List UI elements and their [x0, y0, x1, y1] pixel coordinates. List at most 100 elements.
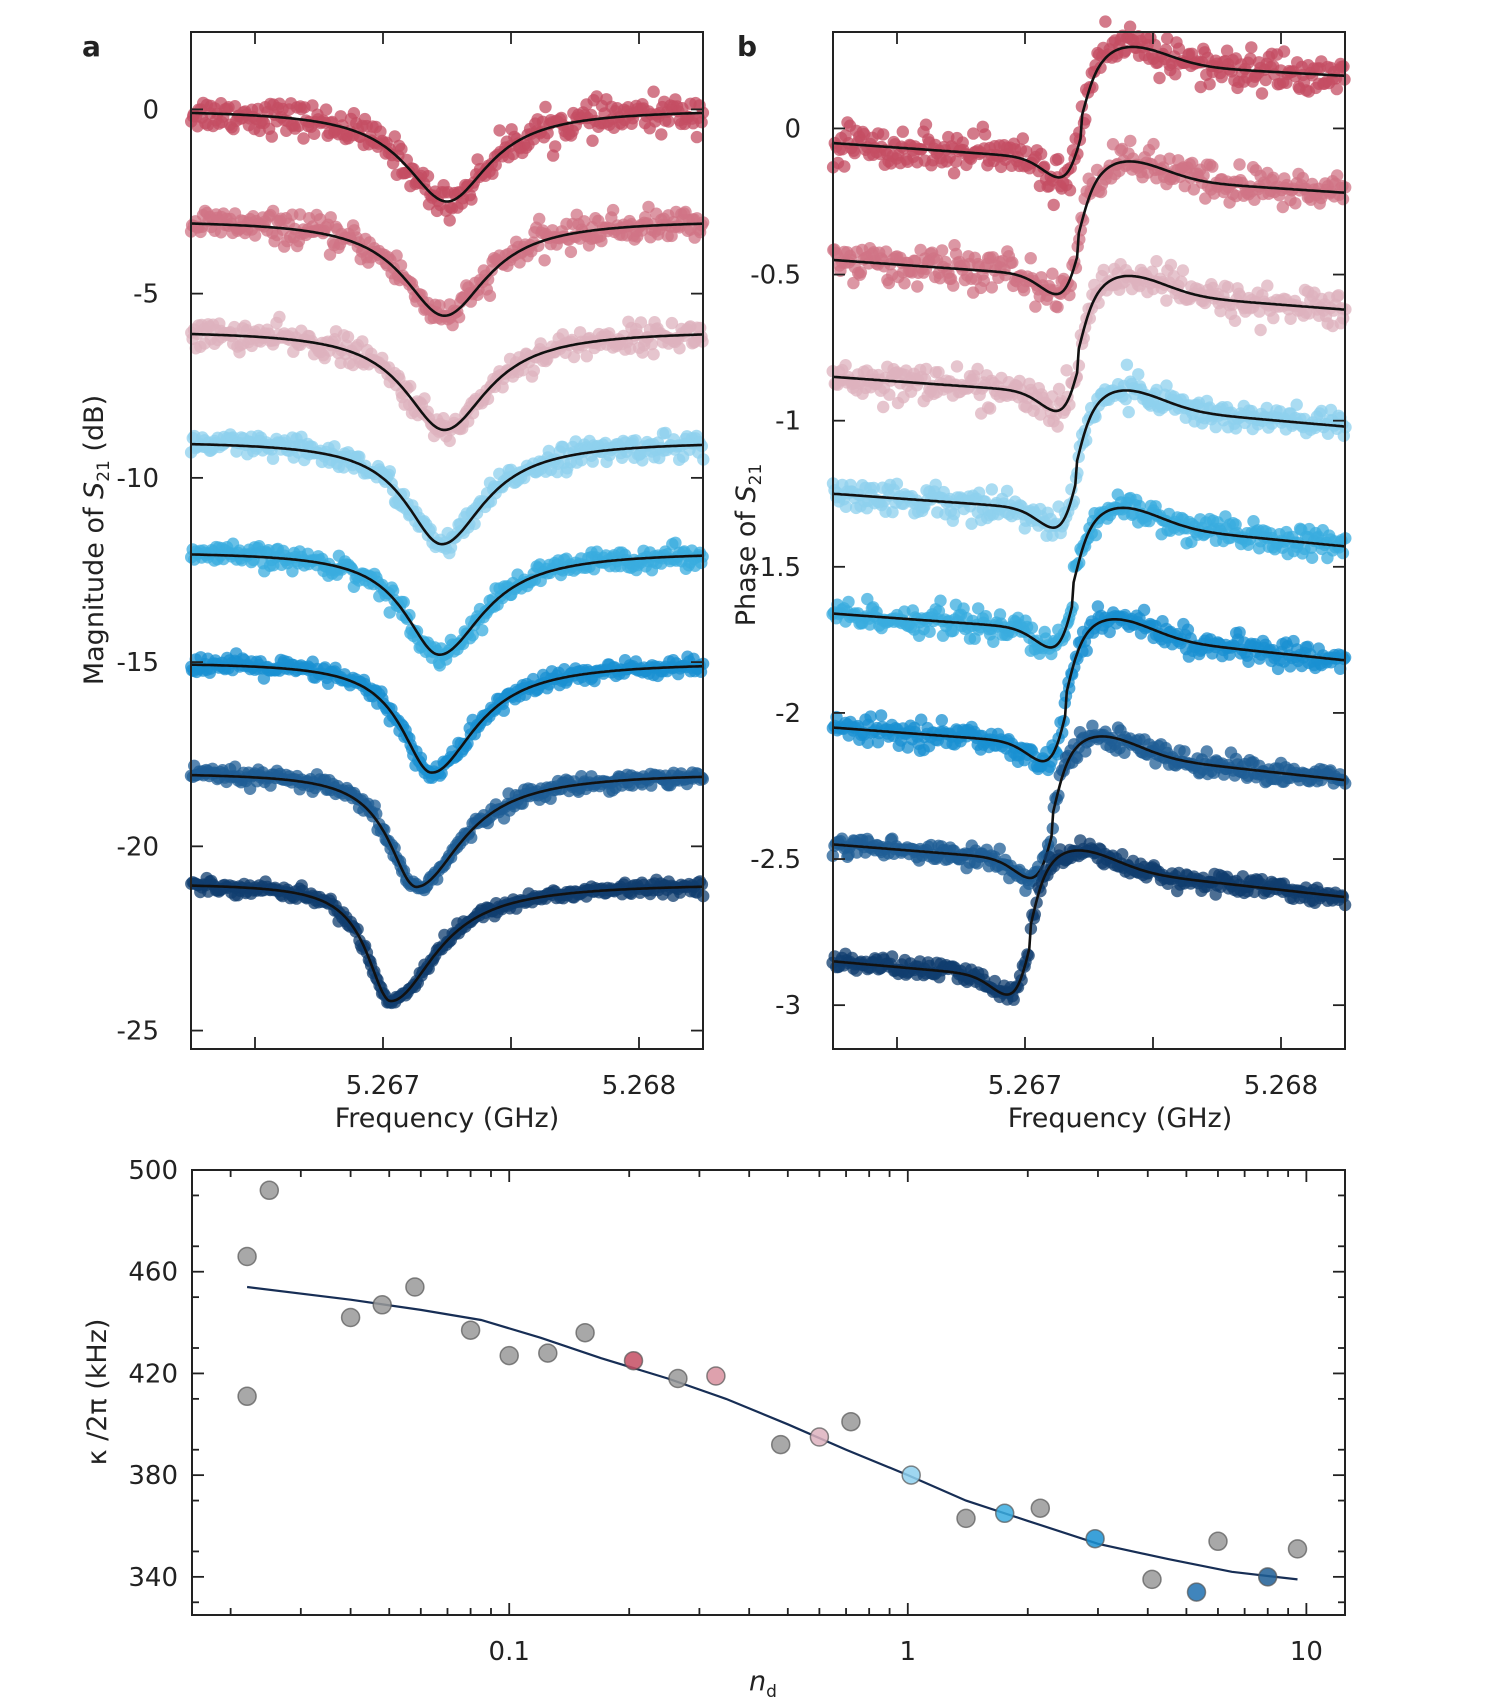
data-point: [1025, 621, 1039, 634]
data-point: [404, 379, 417, 393]
data-point: [481, 392, 495, 406]
panel-a-xlabel: Frequency (GHz): [335, 1103, 560, 1134]
data-point: [1097, 263, 1110, 277]
panel-a-ytick-label: -20: [117, 832, 159, 862]
data-point: [265, 130, 278, 143]
data-point: [421, 170, 435, 183]
data-point: [306, 99, 319, 112]
data-point: [890, 477, 904, 490]
data-point: [947, 279, 960, 292]
data-point: [481, 273, 495, 286]
data-point: [328, 440, 341, 453]
panel-b-phase: b 5.267 5.268 0 -0.5 -1 -1.5 -2 -2.5 -3 …: [731, 15, 1352, 1134]
data-point: [978, 128, 992, 141]
data-point: [935, 714, 948, 727]
data-point: [323, 248, 337, 261]
data-point: [636, 454, 649, 467]
data-point: [1164, 258, 1178, 272]
data-point: [1336, 192, 1350, 206]
data-point: [319, 103, 333, 116]
data-point: [874, 709, 888, 722]
data-point: [1099, 15, 1112, 28]
data-point: [580, 350, 593, 363]
data-point: [919, 118, 933, 131]
panel-a-ytick-label: 0: [142, 95, 159, 125]
data-point: [606, 203, 620, 217]
data-point: [341, 330, 355, 344]
data-point: [1332, 289, 1345, 302]
data-point: [695, 878, 709, 891]
data-point: [1016, 132, 1029, 145]
data-point: [645, 337, 658, 351]
data-point: [1124, 134, 1137, 148]
data-point: [444, 541, 458, 554]
magnitude-series-n7: [184, 759, 709, 897]
panel-a-letter: a: [82, 30, 101, 63]
panel-a-ytick-label: -15: [117, 648, 159, 678]
data-point: [634, 316, 648, 329]
panel-a-ylabel: Magnitude of S21 (dB): [79, 395, 114, 685]
data-point: [647, 85, 660, 98]
data-point: [1261, 279, 1274, 292]
data-point: [1277, 45, 1291, 58]
panel-a-ytick-label: -10: [117, 464, 159, 494]
data-point: [1336, 546, 1350, 560]
data-point: [1147, 137, 1160, 151]
data-point: [947, 167, 961, 180]
fit-line: [190, 332, 703, 432]
data-point: [934, 594, 947, 607]
data-point: [1289, 197, 1302, 210]
data-point: [848, 146, 861, 160]
data-point: [334, 110, 347, 123]
data-point: [418, 392, 431, 405]
data-point: [1305, 551, 1319, 564]
data-point: [573, 326, 587, 339]
magnitude-series-n6: [185, 647, 710, 784]
data-point: [695, 116, 708, 129]
data-point: [1052, 152, 1065, 166]
data-point: [308, 127, 321, 140]
data-point: [1337, 60, 1350, 73]
data-point: [1137, 603, 1151, 617]
data-point: [911, 280, 924, 293]
data-point: [1330, 169, 1344, 182]
data-point: [567, 350, 581, 364]
data-point: [1178, 745, 1191, 758]
data-point: [877, 400, 890, 414]
data-point: [1047, 198, 1060, 212]
data-point: [1254, 323, 1267, 337]
fit-line: [190, 773, 704, 889]
data-point: [1267, 311, 1280, 325]
panel-a-ytick-label: -25: [117, 1017, 159, 1047]
data-point: [297, 132, 310, 145]
data-point: [877, 128, 890, 141]
fit-line: [190, 111, 704, 203]
data-point: [466, 629, 479, 642]
data-point: [465, 193, 478, 206]
data-point: [595, 234, 608, 248]
data-point: [1063, 184, 1077, 197]
data-point: [538, 254, 551, 267]
data-point: [838, 160, 851, 173]
data-point: [347, 107, 361, 120]
data-point: [390, 249, 403, 262]
data-point: [1245, 41, 1258, 54]
data-point: [1132, 368, 1145, 381]
data-point: [549, 140, 562, 153]
data-point: [476, 624, 489, 637]
data-point: [564, 245, 578, 259]
panel-a-ytick-label: -5: [133, 280, 159, 310]
data-point: [324, 211, 337, 224]
data-point: [1203, 77, 1216, 91]
data-point: [452, 311, 466, 324]
data-point: [539, 100, 552, 114]
data-point: [1242, 655, 1255, 668]
data-point: [1233, 158, 1246, 171]
data-point: [374, 125, 387, 138]
data-point: [839, 359, 852, 372]
data-point: [1051, 420, 1064, 433]
data-point: [1034, 147, 1048, 161]
data-point: [395, 142, 408, 156]
data-point: [647, 348, 660, 361]
fit-line: [190, 222, 703, 317]
